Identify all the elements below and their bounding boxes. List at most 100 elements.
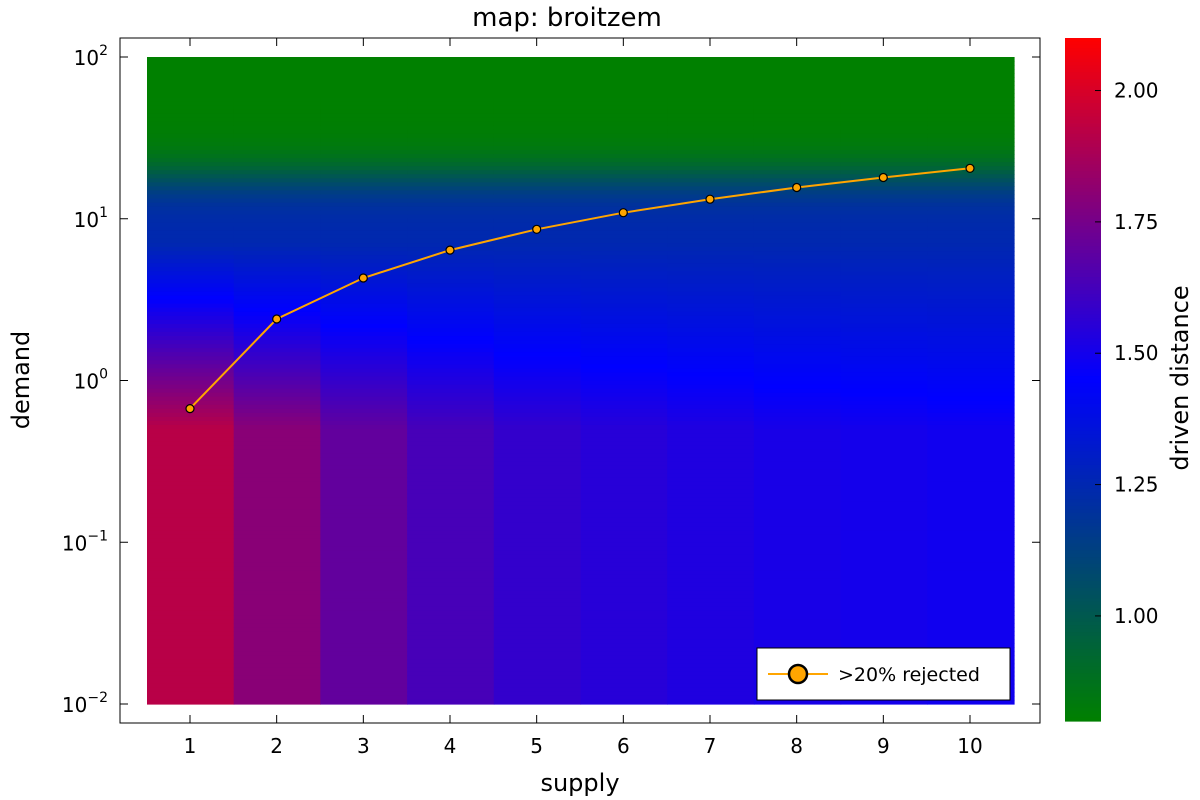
heatmap-cell: [840, 129, 928, 135]
colorbar-segment: [1065, 642, 1101, 647]
heatmap-cell: [840, 61, 928, 66]
heatmap-cell: [927, 275, 1015, 280]
heatmap-cell: [840, 505, 928, 511]
heatmap-cell: [667, 340, 755, 345]
heatmap-cell: [840, 602, 928, 608]
heatmap-cell: [580, 89, 668, 94]
heatmap-cell: [667, 687, 755, 693]
heatmap-cell: [320, 255, 408, 260]
heatmap-cell: [753, 384, 842, 390]
heatmap-cell: [320, 202, 408, 208]
heatmap-cell: [580, 615, 668, 620]
heatmap-cell: [580, 574, 668, 580]
heatmap-cell: [580, 517, 668, 523]
heatmap-cell: [147, 400, 235, 406]
heatmap-cell: [580, 396, 668, 402]
heatmap-cell: [493, 493, 582, 499]
heatmap-cell: [320, 331, 408, 337]
colorbar-segment: [1065, 700, 1101, 705]
heatmap-cell: [233, 255, 321, 260]
heatmap-cell: [927, 311, 1015, 317]
heatmap-cell: [753, 247, 842, 252]
colorbar-segment: [1065, 710, 1101, 715]
heatmap-cell: [147, 388, 235, 394]
heatmap-cell: [667, 416, 755, 422]
heatmap-cell: [407, 210, 495, 216]
heatmap-cell: [927, 61, 1015, 66]
heatmap-cell: [407, 691, 495, 697]
heatmap-cell: [407, 129, 495, 135]
heatmap-cell: [667, 255, 755, 260]
heatmap-cell: [840, 453, 928, 458]
heatmap-cell: [147, 538, 235, 543]
heatmap-cell: [493, 663, 582, 669]
heatmap-cell: [753, 546, 842, 551]
heatmap-cell: [753, 635, 842, 640]
heatmap-cell: [147, 586, 235, 592]
heatmap-cell: [580, 501, 668, 507]
heatmap-cell: [580, 465, 668, 471]
colorbar-segment: [1065, 570, 1101, 575]
heatmap-cell: [407, 234, 495, 240]
colorbar-segment: [1065, 495, 1101, 500]
heatmap-cell: [753, 509, 842, 515]
heatmap-cell: [927, 505, 1015, 511]
heatmap-cell: [493, 117, 582, 123]
heatmap-cell: [147, 315, 235, 321]
heatmap-cell: [493, 158, 582, 163]
heatmap-cell: [927, 109, 1015, 115]
heatmap-cell: [407, 530, 495, 535]
heatmap-cell: [840, 247, 928, 252]
colorbar-segment: [1065, 314, 1101, 319]
colorbar-segment: [1065, 563, 1101, 568]
colorbar-segment: [1065, 249, 1101, 254]
heatmap-cell: [667, 695, 755, 701]
heatmap-cell: [927, 279, 1015, 285]
chart-title: map: broitzem: [472, 3, 662, 33]
heatmap-cell: [493, 639, 582, 644]
heatmap-cell: [493, 109, 582, 115]
heatmap-cell: [147, 619, 235, 624]
heatmap-cell: [840, 263, 928, 268]
heatmap-cell: [580, 259, 668, 264]
heatmap-cell: [927, 538, 1015, 543]
heatmap-cell: [667, 283, 755, 289]
heatmap-cell: [927, 493, 1015, 499]
heatmap-cell: [580, 166, 668, 171]
heatmap-cell: [233, 97, 321, 103]
heatmap-cell: [667, 610, 755, 616]
heatmap-cell: [753, 336, 842, 341]
colorbar-segment: [1065, 215, 1101, 220]
heatmap-cell: [407, 667, 495, 673]
heatmap-cell: [667, 663, 755, 669]
heatmap-cell: [580, 279, 668, 285]
heatmap-cell: [580, 457, 668, 462]
heatmap-cell: [147, 364, 235, 369]
heatmap-cell: [753, 501, 842, 507]
heatmap-cell: [580, 659, 668, 665]
heatmap-cell: [493, 501, 582, 507]
heatmap-cell: [407, 647, 495, 653]
colorbar-segment: [1065, 399, 1101, 404]
colorbar-segment: [1065, 485, 1101, 490]
heatmap-cell: [493, 457, 582, 462]
heatmap-cell: [753, 590, 842, 596]
heatmap-cell: [840, 526, 928, 531]
heatmap-cell: [320, 501, 408, 507]
heatmap-cell: [753, 230, 842, 236]
heatmap-cell: [147, 360, 235, 365]
heatmap-cell: [927, 396, 1015, 402]
colorbar-segment: [1065, 311, 1101, 316]
heatmap-cell: [840, 295, 928, 301]
heatmap-cell: [407, 509, 495, 515]
y-tick-label: 10−1: [62, 528, 108, 555]
x-tick-label: 9: [877, 734, 890, 758]
heatmap-cell: [407, 65, 495, 70]
colorbar-segment: [1065, 662, 1101, 667]
heatmap-cell: [493, 631, 582, 636]
heatmap-cell: [753, 360, 842, 365]
heatmap-cell: [407, 291, 495, 297]
heatmap-cell: [407, 69, 495, 74]
heatmap-cell: [407, 77, 495, 82]
heatmap-cell: [320, 210, 408, 216]
